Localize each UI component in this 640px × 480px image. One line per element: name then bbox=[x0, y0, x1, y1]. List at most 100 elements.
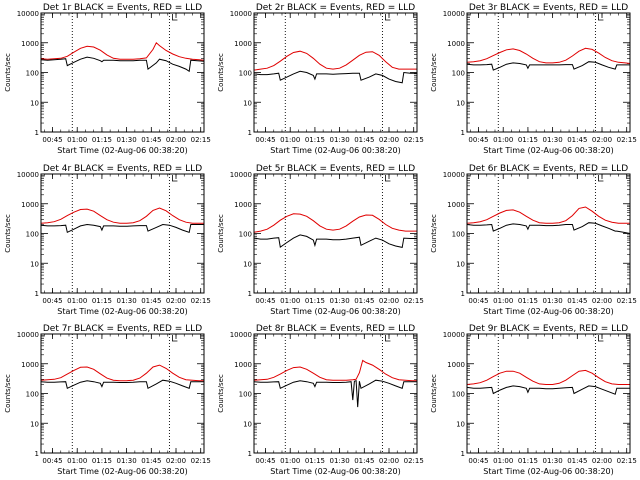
panel-title: Det 9r BLACK = Events, RED = LLD bbox=[469, 324, 628, 334]
corner-marker bbox=[598, 14, 604, 21]
x-tick-label: 01:30 bbox=[117, 457, 137, 465]
panel-grid: Det 1r BLACK = Events, RED = LLD Counts/s… bbox=[4, 3, 637, 476]
x-tick-label: 01:45 bbox=[354, 136, 374, 144]
x-tick-label: 01:45 bbox=[354, 297, 374, 305]
events-series-line bbox=[253, 379, 417, 408]
x-tick-label: 01:00 bbox=[493, 297, 513, 305]
corner-marker bbox=[598, 175, 604, 182]
x-tick-label: 02:00 bbox=[379, 297, 399, 305]
x-tick-label: 01:15 bbox=[518, 136, 538, 144]
x-tick-label: 00:45 bbox=[42, 457, 62, 465]
x-tick-label: 02:00 bbox=[379, 136, 399, 144]
events-series-line bbox=[466, 222, 631, 234]
x-tick-label: 02:15 bbox=[404, 297, 424, 305]
corner-marker bbox=[172, 335, 178, 342]
detector-panel-3: Det 3r BLACK = Events, RED = LLD Counts/s… bbox=[430, 3, 637, 155]
x-tick-label: 02:00 bbox=[166, 136, 186, 144]
x-tick-label: 02:15 bbox=[191, 136, 211, 144]
y-tick-label: 1000 bbox=[21, 40, 39, 48]
detector-panel-8: Det 8r BLACK = Events, RED = LLD Counts/s… bbox=[217, 324, 424, 476]
y-tick-label: 100 bbox=[452, 70, 465, 78]
x-tick-label: 01:00 bbox=[280, 297, 300, 305]
events-series-line bbox=[466, 61, 630, 71]
plot-frame bbox=[253, 333, 418, 454]
y-tick-label: 100 bbox=[26, 391, 39, 399]
y-tick-label: 1000 bbox=[234, 201, 252, 209]
lld-series-line bbox=[40, 364, 204, 382]
lld-series-line bbox=[253, 50, 417, 71]
x-tick-label: 01:15 bbox=[518, 297, 538, 305]
x-tick-label: 01:00 bbox=[67, 136, 87, 144]
events-series-line bbox=[253, 70, 417, 84]
x-tick-label: 01:15 bbox=[92, 297, 112, 305]
x-tick-label: 01:15 bbox=[92, 457, 112, 465]
y-tick-label: 100 bbox=[26, 231, 39, 239]
x-tick-label: 02:15 bbox=[404, 457, 424, 465]
x-tick-label: 00:45 bbox=[255, 457, 275, 465]
y-tick-label: 10 bbox=[456, 99, 465, 107]
events-series-line bbox=[40, 56, 205, 73]
y-tick-label: 10 bbox=[456, 260, 465, 268]
panel-title: Det 4r BLACK = Events, RED = LLD bbox=[43, 164, 202, 174]
panel-title: Det 7r BLACK = Events, RED = LLD bbox=[43, 324, 202, 334]
x-tick-label: 00:45 bbox=[468, 297, 488, 305]
x-tick-label: 01:45 bbox=[141, 457, 161, 465]
plot-frame bbox=[253, 12, 418, 133]
y-tick-label: 100 bbox=[239, 70, 252, 78]
x-tick-label: 00:45 bbox=[468, 457, 488, 465]
y-axis-label: Counts/sec bbox=[430, 374, 438, 413]
lld-series-line bbox=[40, 207, 204, 224]
y-tick-label: 100 bbox=[239, 391, 252, 399]
y-tick-label: 10 bbox=[243, 260, 252, 268]
y-tick-label: 10 bbox=[30, 420, 39, 428]
y-tick-label: 1 bbox=[248, 290, 252, 298]
x-tick-label: 01:15 bbox=[92, 136, 112, 144]
x-tick-label: 02:00 bbox=[166, 457, 186, 465]
y-tick-label: 10 bbox=[30, 99, 39, 107]
detector-panel-1: Det 1r BLACK = Events, RED = LLD Counts/s… bbox=[4, 3, 211, 155]
x-tick-label: 02:00 bbox=[592, 136, 612, 144]
events-series-line bbox=[466, 385, 630, 395]
x-tick-label: 02:15 bbox=[404, 136, 424, 144]
x-tick-label: 00:45 bbox=[468, 136, 488, 144]
x-tick-label: 00:45 bbox=[255, 136, 275, 144]
x-tick-label: 01:30 bbox=[330, 457, 350, 465]
corner-marker bbox=[172, 175, 178, 182]
y-axis-label: Counts/sec bbox=[4, 53, 12, 92]
x-tick-label: 02:15 bbox=[617, 297, 637, 305]
plot-frame bbox=[40, 12, 205, 133]
y-axis-label: Counts/sec bbox=[4, 374, 12, 413]
x-tick-label: 00:45 bbox=[42, 136, 62, 144]
plot-frame bbox=[466, 173, 631, 294]
y-tick-label: 1 bbox=[248, 129, 252, 137]
x-tick-label: 01:00 bbox=[493, 457, 513, 465]
x-tick-label: 01:45 bbox=[567, 136, 587, 144]
x-tick-label: 02:15 bbox=[191, 457, 211, 465]
x-axis-label: Start Time (02-Aug-06 00:38:20) bbox=[483, 307, 614, 316]
y-tick-label: 10 bbox=[30, 260, 39, 268]
plot-frame bbox=[466, 12, 631, 133]
detector-panel-4: Det 4r BLACK = Events, RED = LLD Counts/s… bbox=[4, 164, 211, 316]
detector-panel-9: Det 9r BLACK = Events, RED = LLD Counts/s… bbox=[430, 324, 637, 476]
detector-panel-7: Det 7r BLACK = Events, RED = LLD Counts/s… bbox=[4, 324, 211, 476]
y-tick-label: 1000 bbox=[447, 201, 465, 209]
x-axis-label: Start Time (02-Aug-06 00:38:20) bbox=[57, 146, 188, 155]
x-tick-label: 00:45 bbox=[255, 297, 275, 305]
x-tick-label: 01:30 bbox=[117, 297, 137, 305]
x-tick-label: 01:30 bbox=[543, 136, 563, 144]
x-tick-label: 02:00 bbox=[592, 457, 612, 465]
corner-marker bbox=[385, 335, 391, 342]
x-axis-label: Start Time (02-Aug-06 00:38:20) bbox=[270, 467, 401, 476]
y-tick-label: 1 bbox=[35, 450, 39, 458]
y-tick-label: 1000 bbox=[234, 40, 252, 48]
plot-frame bbox=[253, 173, 418, 294]
y-tick-label: 1000 bbox=[21, 361, 39, 369]
panel-title: Det 5r BLACK = Events, RED = LLD bbox=[256, 164, 415, 174]
panel-title: Det 1r BLACK = Events, RED = LLD bbox=[43, 3, 202, 13]
y-tick-label: 1000 bbox=[447, 361, 465, 369]
x-tick-label: 01:45 bbox=[567, 297, 587, 305]
plot-frame bbox=[40, 333, 205, 454]
lld-series-line bbox=[466, 206, 630, 224]
x-axis-label: Start Time (02-Aug-06 00:38:20) bbox=[270, 307, 401, 316]
y-tick-label: 100 bbox=[452, 391, 465, 399]
